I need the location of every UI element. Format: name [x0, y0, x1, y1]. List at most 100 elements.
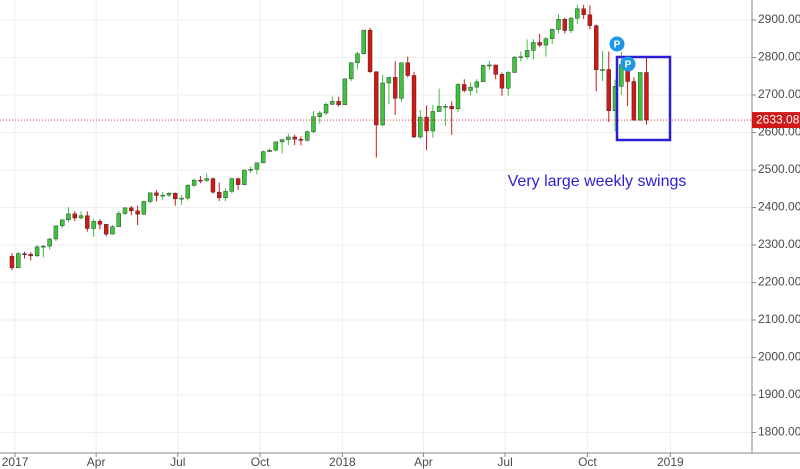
candle-body — [298, 139, 304, 141]
candle-body — [141, 201, 147, 215]
x-tick-label: Apr — [414, 455, 433, 469]
candle-body — [392, 77, 398, 99]
candle-body — [399, 62, 404, 99]
candle-body — [204, 178, 209, 181]
candle-body — [531, 42, 536, 51]
candle-body — [575, 8, 580, 19]
y-tick-label: 2600.00 — [758, 125, 800, 139]
candle-body — [550, 29, 555, 39]
last-price-box — [752, 112, 800, 129]
y-tick-label: 2400.00 — [758, 200, 800, 214]
candle-body — [311, 116, 316, 132]
candle-body — [380, 82, 385, 126]
candle-body — [600, 69, 605, 71]
candle-body — [242, 169, 247, 185]
candle-body — [66, 213, 71, 221]
candle-body — [499, 74, 505, 89]
candle-body — [59, 219, 65, 227]
annotation: Very large weekly swings — [508, 173, 687, 190]
marker — [609, 36, 625, 52]
x-tick-label: 2018 — [329, 455, 356, 469]
candle-body — [279, 139, 285, 143]
y-tick-label: 1900.00 — [758, 387, 800, 401]
candle-body — [103, 224, 109, 235]
candle-body — [512, 56, 517, 73]
candle-body — [191, 179, 197, 186]
candle-body — [493, 64, 498, 75]
x-tick-label: 2019 — [657, 455, 684, 469]
candle-body — [235, 178, 241, 185]
candle-body — [135, 210, 140, 215]
candle-body — [210, 178, 216, 193]
candle-body — [587, 14, 593, 26]
candle-body — [166, 193, 172, 196]
candle-body — [116, 213, 121, 227]
candle-body — [273, 141, 278, 151]
candle-body — [160, 194, 165, 197]
candles — [9, 4, 649, 271]
candle-body — [223, 191, 228, 198]
candle-body — [229, 178, 235, 192]
candle-body — [568, 17, 574, 31]
y-tick-label: 2000.00 — [758, 350, 800, 364]
candle-body — [455, 84, 461, 110]
candle-body — [386, 77, 392, 84]
candle-body — [474, 81, 480, 88]
candle-body — [16, 253, 21, 269]
x-tick-label: Oct — [251, 455, 270, 469]
candle-body — [22, 253, 27, 255]
candle-body — [606, 69, 611, 111]
candle-body — [405, 62, 410, 76]
candle-body — [361, 29, 366, 54]
candle-body — [462, 84, 467, 91]
marker-label: P — [625, 60, 632, 71]
candle-body — [524, 50, 530, 57]
candle-body — [185, 185, 191, 199]
candle-body — [47, 238, 52, 247]
candle-body — [449, 106, 454, 110]
candle-body — [367, 29, 373, 72]
candle-body — [254, 162, 260, 170]
candle-body — [348, 62, 354, 80]
candle-body — [480, 65, 486, 83]
y-tick-label: 2900.00 — [758, 12, 800, 26]
candle-body — [581, 8, 586, 15]
candle-body — [593, 25, 599, 71]
candle-body — [443, 106, 448, 108]
candle-body — [198, 179, 203, 182]
candle-body — [556, 19, 561, 30]
candle-body — [323, 104, 329, 114]
x-tick-label: Oct — [578, 455, 597, 469]
y-tick-label: 2200.00 — [758, 275, 800, 289]
candle-body — [644, 72, 649, 121]
y-tick-label: 2700.00 — [758, 87, 800, 101]
candle-body — [267, 149, 272, 152]
y-tick-label: 2800.00 — [758, 50, 800, 64]
candle-body — [436, 106, 442, 112]
x-tick-label: Jul — [497, 455, 512, 469]
candle-body — [317, 112, 322, 117]
x-tick-label: Apr — [87, 455, 106, 469]
y-tick-label: 1800.00 — [758, 425, 800, 439]
candle-body — [631, 81, 637, 121]
x-tick-label: Jul — [170, 455, 185, 469]
candle-body — [286, 136, 291, 140]
candle-body — [305, 131, 310, 141]
candle-body — [424, 116, 429, 132]
candle-body — [41, 245, 46, 248]
candle-body — [562, 19, 567, 31]
marker — [620, 56, 636, 72]
candle-body — [336, 101, 341, 105]
candle-body — [179, 197, 184, 200]
candle-body — [518, 56, 524, 58]
y-tick-label: 2500.00 — [758, 162, 800, 176]
highlight-box — [615, 55, 672, 142]
marker-label: P — [614, 40, 621, 51]
candle-body — [292, 136, 297, 140]
candle-body — [543, 38, 549, 46]
y-tick-label: 2100.00 — [758, 312, 800, 326]
candle-body — [9, 256, 15, 269]
candle-body — [173, 193, 178, 200]
candle-body — [85, 215, 90, 229]
